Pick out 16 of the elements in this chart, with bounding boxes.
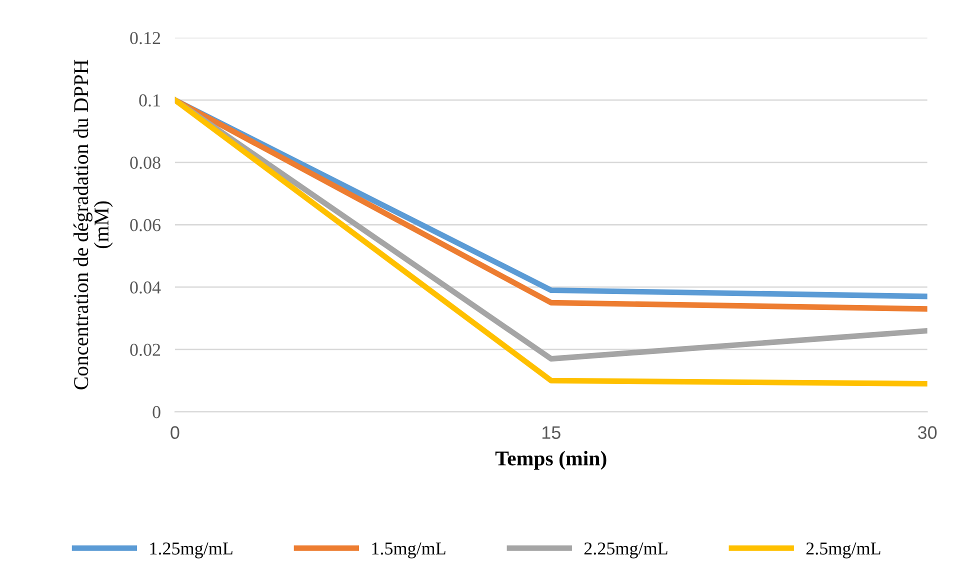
y-tick-label: 0.08 bbox=[130, 156, 160, 169]
x-tick-label: 30 bbox=[918, 426, 937, 439]
y-tick-label: 0.04 bbox=[130, 281, 161, 294]
legend-label: 1.5mg/mL bbox=[372, 542, 446, 558]
y-tick-label: 0.06 bbox=[130, 219, 161, 232]
y-tick-label: 0 bbox=[152, 406, 160, 418]
y-tick-label: 0.1 bbox=[139, 94, 160, 107]
x-tick-label: 0 bbox=[170, 426, 180, 439]
legend-label: 2.5mg/mL bbox=[806, 542, 880, 558]
x-tick-label: 15 bbox=[542, 426, 560, 439]
legend-label: 1.25mg/mL bbox=[150, 542, 232, 558]
y-tick-label: 0.02 bbox=[130, 344, 160, 356]
y-axis-title: Concentration de dégradation du DPPH (mM) bbox=[73, 60, 113, 390]
y-tick-label: 0.12 bbox=[130, 32, 160, 44]
x-axis-title: Temps (min) bbox=[495, 450, 606, 470]
legend-label: 2.25mg/mL bbox=[584, 542, 668, 558]
